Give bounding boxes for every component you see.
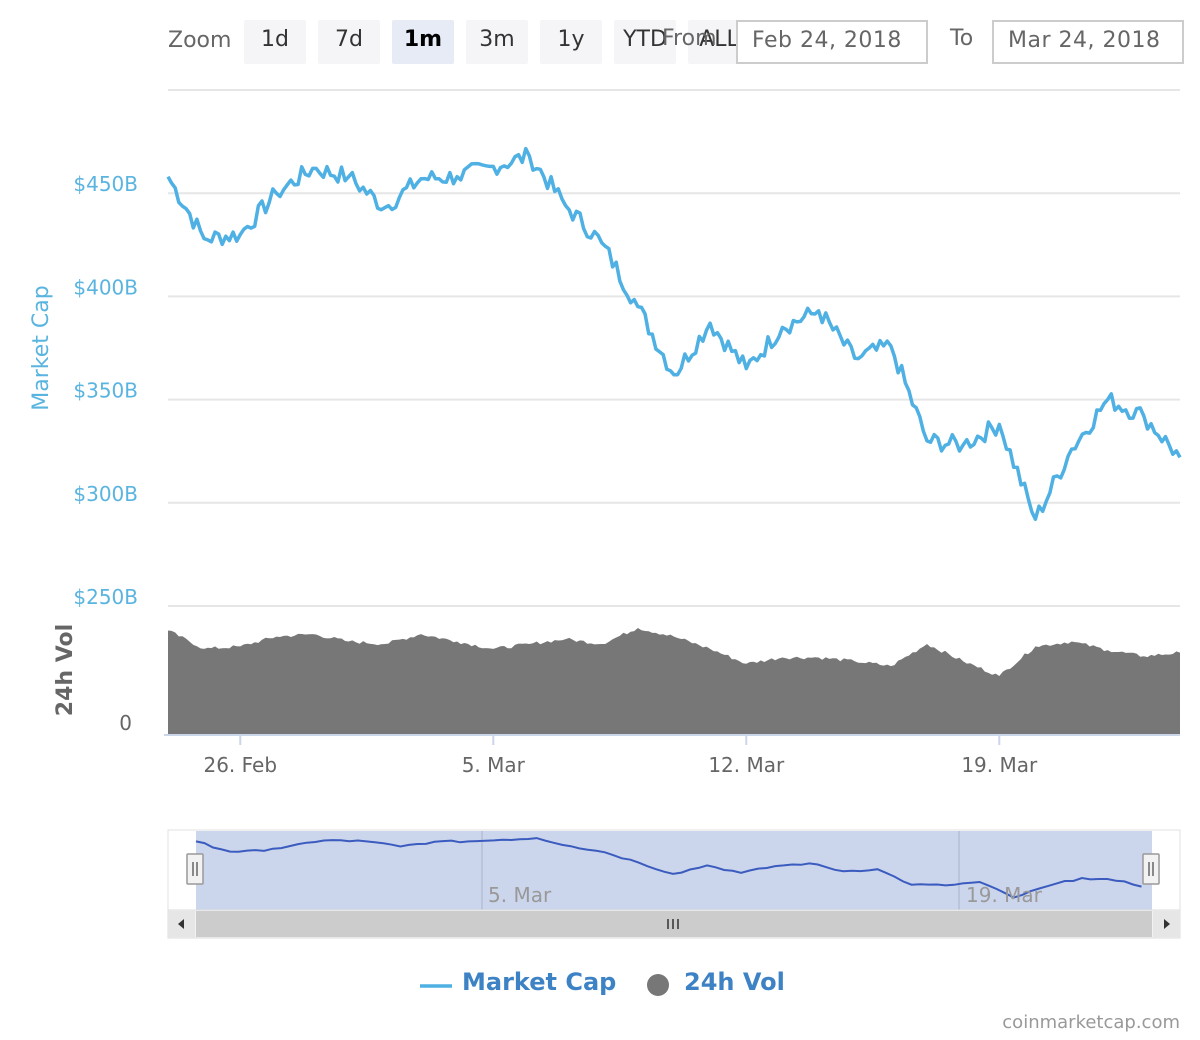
volume-axis-title: 24h Vol — [53, 624, 78, 716]
x-tick-label: 26. Feb — [203, 753, 277, 777]
to-label: To — [950, 26, 974, 51]
volume-area — [168, 628, 1180, 735]
zoom-1y-button[interactable]: 1y — [540, 20, 602, 64]
zoom-label: Zoom — [168, 28, 232, 53]
zoom-3m-button[interactable]: 3m — [466, 20, 528, 64]
market-cap-axis-title: Market Cap — [29, 285, 54, 410]
y-tick-label: $300B — [73, 482, 138, 506]
to-date-input[interactable]: Mar 24, 2018 — [992, 20, 1184, 64]
y-tick-label: $400B — [73, 275, 138, 299]
legend-24h-vol[interactable]: 24h Vol — [684, 968, 785, 996]
scroll-right-button[interactable] — [1153, 911, 1180, 937]
arrow-left-icon — [178, 919, 184, 929]
volume-zero-label: 0 — [119, 711, 132, 735]
navigator-right-handle[interactable] — [1142, 853, 1160, 885]
from-date-input[interactable]: Feb 24, 2018 — [736, 20, 928, 64]
navigator-tick-19-mar: 19. Mar — [966, 883, 1043, 907]
y-tick-label: $450B — [73, 172, 138, 196]
arrow-right-icon — [1164, 919, 1170, 929]
legend-dot-icon — [647, 974, 669, 996]
navigator-selection[interactable] — [196, 831, 1152, 910]
y-tick-label: $250B — [73, 585, 138, 609]
y-tick-label: $350B — [73, 379, 138, 403]
credits-link[interactable]: coinmarketcap.com — [1002, 1012, 1180, 1033]
scrollbar-thumb[interactable] — [196, 911, 1152, 937]
from-label: From — [662, 26, 717, 51]
x-tick-label: 12. Mar — [708, 753, 785, 777]
zoom-1d-button[interactable]: 1d — [244, 20, 306, 64]
navigator-left-handle[interactable] — [186, 853, 204, 885]
x-tick-label: 19. Mar — [961, 753, 1038, 777]
navigator-line — [195, 837, 1142, 899]
scrollbar-grip-icon — [667, 919, 679, 929]
legend-market-cap[interactable]: Market Cap — [462, 968, 617, 996]
scroll-left-button[interactable] — [168, 911, 195, 937]
x-tick-label: 5. Mar — [462, 753, 526, 777]
navigator-tick-5-mar: 5. Mar — [488, 883, 552, 907]
zoom-1m-button[interactable]: 1m — [392, 20, 454, 64]
market-cap-line — [166, 146, 1182, 522]
zoom-ytd-button[interactable]: YTD — [614, 20, 676, 64]
zoom-7d-button[interactable]: 7d — [318, 20, 380, 64]
